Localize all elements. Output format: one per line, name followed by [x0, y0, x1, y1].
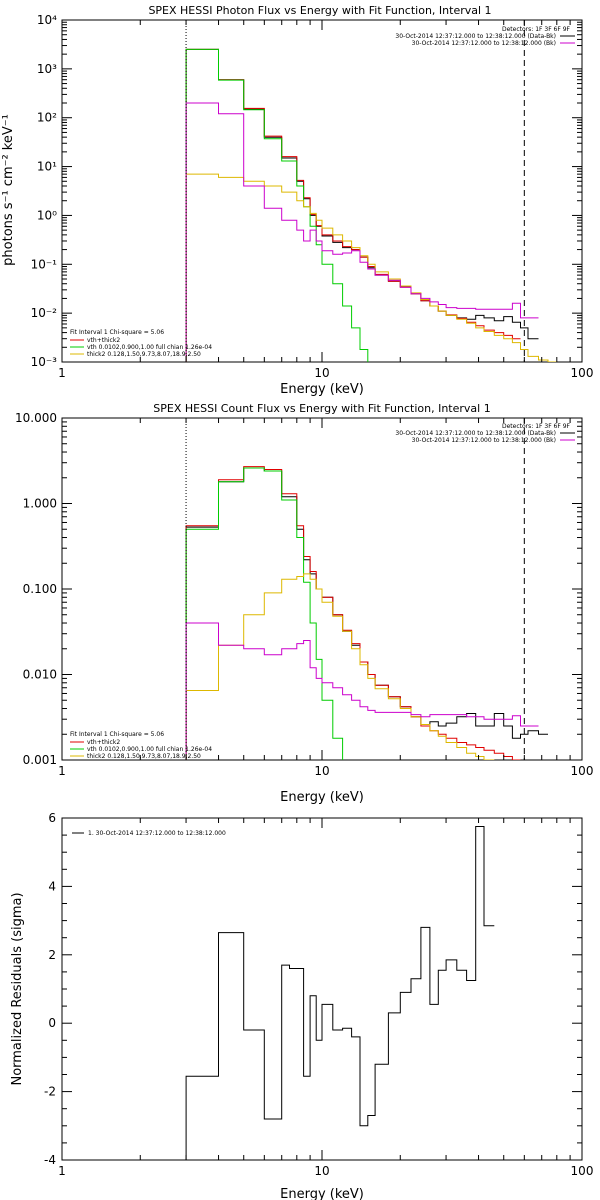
photon-flux-y-tick-label: 10⁴ [37, 13, 57, 27]
photon-flux-detectors: Detectors: 1F 3F 6F 9F [502, 26, 571, 33]
photon-flux-legend-vth: vth 0.0102,0.900,1.00 full chian 1.26e-0… [87, 344, 212, 351]
residuals-panel: 1 10 100 -4 -2 0 2 4 6 Energy (keV) Normalized R… [10, 811, 593, 1200]
residuals-y-tick-label: 2 [48, 948, 56, 962]
residuals-series-residuals [185, 826, 495, 1160]
residuals-x-tick-label: 1 [58, 1164, 66, 1178]
photon-flux-y-tick-label: 10¹ [37, 160, 57, 174]
count-flux-detectors: Detectors: 1F 3F 6F 9F [502, 423, 571, 430]
count-flux-legend-fit: vth+thick2 [87, 739, 120, 746]
photon-flux-legend-fit: vth+thick2 [87, 337, 120, 344]
count-flux-panel: SPEX HESSI Count Flux vs Energy with Fit… [15, 402, 593, 805]
residuals-y-tick-label: 4 [48, 879, 56, 893]
count-flux-series-vth [185, 467, 344, 760]
count-flux-y-tick-label: 10.000 [15, 411, 57, 425]
residuals-x-axis-label: Energy (keV) [280, 1187, 364, 1200]
count-flux-y-tick-label: 0.001 [23, 753, 57, 767]
residuals-y-tick-label: 6 [48, 811, 56, 825]
photon-flux-fit-header: Fit Interval 1 Chi-square = 5.06 [70, 329, 164, 336]
photon-flux-y-tick-label: 10² [37, 111, 57, 125]
photon-flux-y-tick-label: 10⁻¹ [31, 257, 58, 271]
count-flux-title: SPEX HESSI Count Flux vs Energy with Fit… [153, 402, 490, 415]
count-flux-x-tick-label: 10 [314, 764, 329, 778]
count-flux-legend-vth: vth 0.0102,0.900,1.00 full chian 1.26e-0… [87, 746, 212, 753]
count-flux-x-tick-label: 100 [571, 764, 594, 778]
count-flux-series-data-bk [185, 467, 548, 760]
residuals-y-axis-label: Normalized Residuals (sigma) [10, 892, 25, 1085]
count-flux-y-tick-label: 0.100 [23, 582, 57, 596]
photon-flux-series-data-bk [185, 48, 539, 362]
photon-flux-series-vth [185, 48, 369, 362]
residuals-plot-frame [61, 817, 583, 1161]
photon-flux-y-tick-label: 10⁻² [31, 306, 58, 320]
count-flux-legend-data-bk: 30-Oct-2014 12:37:12.000 to 12:38:12.000… [395, 430, 556, 437]
photon-flux-title: SPEX HESSI Photon Flux vs Energy with Fi… [148, 4, 491, 17]
residuals-y-tick-label: 0 [48, 1016, 56, 1030]
photon-flux-series-vth-thick2 [185, 48, 521, 362]
count-flux-series-thick2 [185, 573, 495, 760]
photon-flux-x-axis-label: Energy (keV) [280, 382, 364, 397]
count-flux-y-tick-label: 1.000 [23, 497, 57, 511]
residuals-x-tick-label: 100 [571, 1164, 594, 1178]
photon-flux-y-tick-label: 10⁰ [37, 208, 57, 222]
count-flux-x-tick-label: 1 [58, 764, 66, 778]
photon-flux-x-tick-label: 10 [314, 366, 329, 380]
photon-flux-y-tick-label: 10³ [37, 62, 57, 76]
count-flux-fit-header: Fit Interval 1 Chi-square = 5.06 [70, 731, 164, 738]
photon-flux-y-axis-label: photons s⁻¹ cm⁻² keV⁻¹ [1, 114, 16, 266]
count-flux-legend-thick2: thick2 0.128,1.50,9.73,8.07,18.9,2.50 [87, 753, 201, 760]
count-flux-x-axis-label: Energy (keV) [280, 790, 364, 805]
photon-flux-panel: SPEX HESSI Photon Flux vs Energy with Fi… [1, 4, 593, 397]
photon-flux-y-tick-label: 10⁻³ [31, 355, 58, 369]
photon-flux-legend-bk: 30-Oct-2014 12:37:12.000 to 12:38:12.000… [412, 40, 556, 47]
residuals-legend: 1. 30-Oct-2014 12:37:12.000 to 12:38:12.… [88, 830, 226, 837]
count-flux-y-tick-label: 0.010 [23, 668, 57, 682]
residuals-x-tick-label: 10 [314, 1164, 329, 1178]
photon-flux-series-bk [185, 102, 539, 362]
photon-flux-x-tick-label: 1 [58, 366, 66, 380]
residuals-y-tick-label: -2 [44, 1085, 56, 1099]
residuals-y-tick-label: -4 [44, 1153, 56, 1167]
count-flux-series-bk [185, 622, 539, 760]
count-flux-legend-bk: 30-Oct-2014 12:37:12.000 to 12:38:12.000… [412, 437, 556, 444]
photon-flux-x-tick-label: 100 [571, 366, 594, 380]
photon-flux-legend-data-bk: 30-Oct-2014 12:37:12.000 to 12:38:12.000… [395, 33, 556, 40]
photon-flux-plot-frame [61, 19, 583, 363]
photon-flux-series-thick2 [185, 173, 557, 362]
count-flux-series-vth-thick2 [185, 466, 521, 760]
photon-flux-legend-thick2: thick2 0.128,1.50,9.73,8.07,18.9,2.50 [87, 351, 201, 358]
